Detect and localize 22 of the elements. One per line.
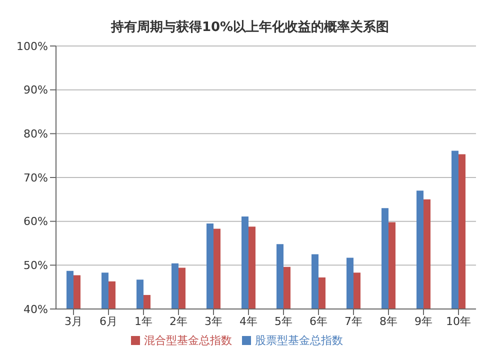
x-tick-label: 5年 bbox=[274, 314, 292, 328]
y-tick-label: 100% bbox=[16, 40, 48, 53]
y-tick-label: 70% bbox=[24, 171, 48, 184]
x-tick-label: 1年 bbox=[134, 314, 152, 328]
chart-title: 持有周期与获得10%以上年化收益的概率关系图 bbox=[110, 18, 390, 36]
x-tick-label: 4年 bbox=[240, 314, 258, 328]
x-tick-label: 6月 bbox=[100, 314, 118, 328]
y-tick-label: 90% bbox=[24, 84, 48, 97]
x-tick-label: 9年 bbox=[414, 314, 432, 328]
y-tick-label: 50% bbox=[24, 259, 48, 272]
y-tick-label: 80% bbox=[24, 128, 48, 141]
x-tick-label: 3年 bbox=[204, 314, 222, 328]
x-tick-label: 10年 bbox=[446, 314, 471, 328]
x-tick-label: 6年 bbox=[310, 314, 328, 328]
x-tick-label: 3月 bbox=[64, 314, 82, 328]
x-tick-label: 7年 bbox=[344, 314, 362, 328]
legend-label: 股票型基金总指数 bbox=[255, 334, 343, 347]
y-tick-label: 60% bbox=[24, 215, 48, 228]
legend-label: 混合型基金总指数 bbox=[144, 334, 232, 347]
x-tick-label: 2年 bbox=[170, 314, 188, 328]
x-tick-label: 8年 bbox=[380, 314, 398, 328]
y-tick-label: 40% bbox=[24, 302, 48, 316]
